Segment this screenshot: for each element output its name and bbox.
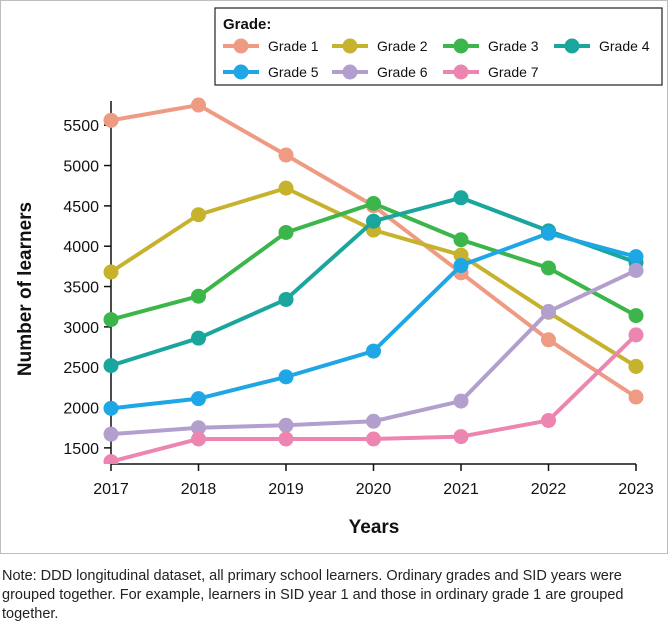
- data-point: [453, 190, 469, 206]
- x-tick-label: 2023: [618, 481, 654, 498]
- data-point: [628, 389, 644, 405]
- legend-swatch-marker: [233, 64, 249, 80]
- data-point: [191, 330, 206, 346]
- data-point: [453, 258, 469, 274]
- y-tick-label: 2000: [63, 401, 99, 418]
- data-point: [103, 400, 119, 416]
- data-point: [191, 431, 206, 447]
- y-tick-label: 4500: [63, 199, 99, 216]
- x-tick-label: 2018: [181, 481, 217, 498]
- data-point: [453, 393, 469, 409]
- x-axis-title: Years: [349, 517, 400, 538]
- legend-title: Grade:: [223, 16, 271, 33]
- data-point: [453, 247, 469, 263]
- chart-figure: 1500 2000 2500 3000 3500 4000 4500 5000 5500 201…: [0, 0, 668, 554]
- series-grade-5: [103, 225, 644, 416]
- data-point: [628, 358, 644, 374]
- series-layer: [103, 97, 644, 464]
- y-tick-label: 5500: [63, 118, 99, 135]
- legend-label: Grade 5: [268, 64, 319, 80]
- y-axis-ticks: 1500 2000 2500 3000 3500 4000 4500 5000 5500: [63, 118, 111, 458]
- data-point: [541, 332, 556, 348]
- data-point: [103, 426, 119, 442]
- data-point: [103, 312, 119, 328]
- y-tick-label: 2500: [63, 360, 99, 377]
- legend: Grade: Grade 1 Grade 2 Grade 3 Grade 4 Grade…: [214, 7, 663, 86]
- data-point: [103, 358, 119, 374]
- data-point: [541, 304, 556, 320]
- x-tick-label: 2019: [268, 481, 304, 498]
- data-point: [278, 291, 294, 307]
- legend-label: Grade 6: [377, 64, 428, 80]
- y-tick-label: 3500: [63, 280, 99, 297]
- legend-label: Grade 1: [268, 38, 319, 54]
- data-point: [191, 207, 206, 223]
- x-tick-label: 2020: [356, 481, 392, 498]
- series-grade-6: [103, 262, 644, 442]
- legend-swatch-marker: [564, 38, 580, 54]
- legend-swatch-marker: [453, 64, 469, 80]
- line-chart: 1500 2000 2500 3000 3500 4000 4500 5000 5500 201…: [15, 7, 663, 538]
- data-point: [278, 224, 294, 240]
- legend-item: Grade 7: [443, 64, 539, 80]
- legend-swatch-marker: [233, 38, 249, 54]
- x-tick-label: 2022: [531, 481, 567, 498]
- legend-item: Grade 3: [443, 38, 539, 54]
- data-point: [453, 429, 469, 445]
- legend-label: Grade 2: [377, 38, 428, 54]
- data-point: [103, 112, 119, 128]
- legend-swatch-marker: [342, 38, 358, 54]
- data-point: [541, 260, 556, 276]
- series-grade-7: [103, 327, 644, 464]
- data-point: [278, 147, 294, 163]
- data-point: [541, 412, 556, 428]
- legend-item: Grade 2: [332, 38, 428, 54]
- series-grade-3: [103, 195, 644, 328]
- data-point: [278, 180, 294, 196]
- data-point: [278, 369, 294, 385]
- legend-label: Grade 4: [599, 38, 650, 54]
- legend-label: Grade 7: [488, 64, 539, 80]
- data-point: [366, 343, 381, 359]
- x-tick-label: 2017: [93, 481, 129, 498]
- data-point: [366, 431, 381, 447]
- y-tick-label: 5000: [63, 159, 99, 176]
- y-axis-title: Number of learners: [15, 202, 36, 376]
- data-point: [191, 420, 206, 436]
- data-point: [278, 431, 294, 447]
- legend-item: Grade 1: [223, 38, 319, 54]
- data-point: [453, 232, 469, 248]
- x-tick-label: 2021: [443, 481, 479, 498]
- series-line: [110, 231, 637, 411]
- legend-swatch-marker: [453, 38, 469, 54]
- data-point: [191, 288, 206, 304]
- data-point: [278, 417, 294, 433]
- data-point: [366, 213, 381, 229]
- data-point: [103, 264, 119, 280]
- legend-item: Grade 5: [223, 64, 319, 80]
- data-point: [628, 262, 644, 278]
- data-point: [541, 225, 556, 241]
- data-point: [191, 97, 206, 113]
- y-tick-label: 1500: [63, 441, 99, 458]
- data-point: [628, 327, 644, 343]
- data-point: [103, 454, 119, 464]
- data-point: [628, 308, 644, 324]
- legend-label: Grade 3: [488, 38, 539, 54]
- data-point: [366, 413, 381, 429]
- legend-item: Grade 6: [332, 64, 428, 80]
- legend-swatch-marker: [342, 64, 358, 80]
- y-tick-label: 4000: [63, 239, 99, 256]
- x-axis-ticks: 2017 2018 2019 2020 2021 2022 2023: [93, 464, 654, 498]
- figure-note: Note: DDD longitudinal dataset, all prim…: [2, 568, 624, 622]
- legend-item: Grade 4: [554, 38, 650, 54]
- data-point: [366, 195, 381, 211]
- data-point: [628, 249, 644, 265]
- y-tick-label: 3000: [63, 320, 99, 337]
- data-point: [191, 391, 206, 407]
